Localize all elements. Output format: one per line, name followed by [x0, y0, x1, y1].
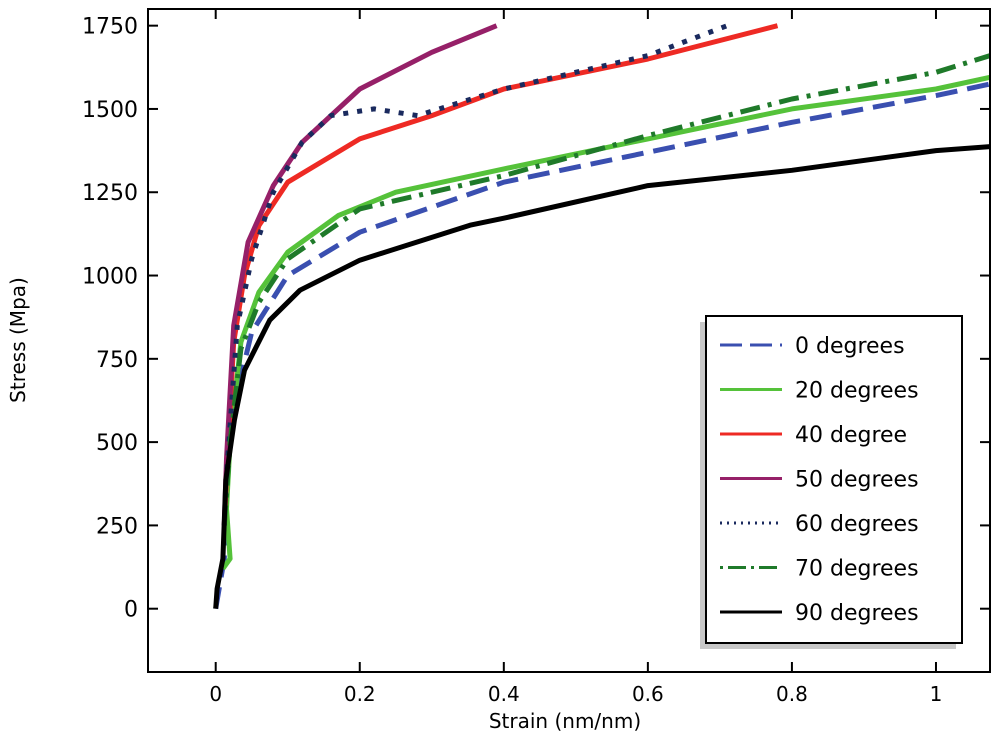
- x-tick-label: 0.2: [344, 682, 376, 706]
- legend-item: 40 degree: [720, 423, 907, 448]
- x-tick-label: 0: [209, 682, 222, 706]
- x-axis-label: Strain (nm/nm): [489, 709, 641, 733]
- legend-label: 20 degrees: [795, 379, 919, 404]
- x-tick-label: 0.6: [632, 682, 664, 706]
- series-line-40-degree: [221, 23, 779, 526]
- legend-label: 0 degrees: [795, 334, 905, 359]
- legend: 0 degrees 20 degrees 40 degree 50 degrees 60…: [700, 315, 963, 649]
- y-axis-label: Stress (Mpa): [6, 277, 30, 403]
- legend-item: 50 degrees: [720, 468, 919, 493]
- y-tick-label: 0: [124, 598, 138, 623]
- legend-item: 70 degrees: [720, 557, 919, 582]
- y-tick-label: 1250: [82, 181, 138, 206]
- legend-label: 50 degrees: [795, 468, 919, 493]
- legend-item: 60 degrees: [720, 512, 919, 537]
- legend-label: 70 degrees: [795, 557, 919, 582]
- y-tick-label: 1000: [82, 265, 138, 290]
- plot-frame: [147, 8, 991, 673]
- y-tick-label: 1500: [82, 98, 138, 123]
- legend-label: 40 degree: [795, 423, 907, 448]
- series-line-0-degrees: [213, 81, 990, 610]
- ticks-layer: 0 0.2 0.4 0.6 0.8 1 0 250 500 750 1000 1250 1500 1750: [82, 9, 990, 706]
- legend-item: 0 degrees: [720, 334, 905, 359]
- series-line-90-degrees: [213, 144, 990, 609]
- y-tick-label: 250: [96, 514, 138, 539]
- series-line-50-degrees: [221, 23, 498, 526]
- y-tick-label: 500: [96, 431, 138, 456]
- series-layer: [213, 23, 990, 610]
- x-tick-label: 1: [930, 682, 943, 706]
- series-line-70-degrees: [221, 53, 990, 526]
- legend-label: 90 degrees: [795, 601, 919, 626]
- legend-item: 20 degrees: [720, 379, 919, 404]
- x-tick-label: 0.8: [776, 682, 808, 706]
- y-tick-label: 750: [96, 348, 138, 373]
- x-tick-label: 0.4: [488, 682, 520, 706]
- y-tick-label: 1750: [82, 15, 138, 40]
- legend-label: 60 degrees: [795, 512, 919, 537]
- legend-item: 90 degrees: [720, 601, 919, 626]
